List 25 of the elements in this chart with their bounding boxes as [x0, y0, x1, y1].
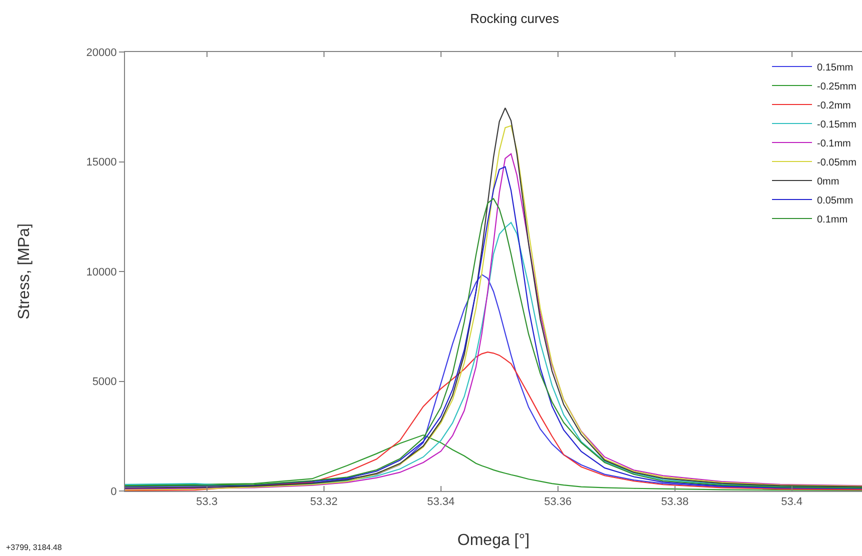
text: +3799, 3184.48: [6, 543, 62, 552]
legend-label: 0mm: [817, 176, 840, 188]
chart-title: Rocking curves: [470, 10, 560, 26]
x-tick-label: 53.38: [661, 496, 689, 508]
legend-label: -0.15mm: [817, 119, 856, 130]
legend-label: 0.1mm: [817, 214, 848, 226]
legend-label: 0.15mm: [817, 62, 854, 74]
x-tick-label: 53.34: [427, 496, 455, 508]
x-tick-label: 53.3: [196, 496, 218, 508]
y-tick-label: 20000: [86, 46, 117, 59]
x-tick-label: 53.32: [310, 496, 338, 508]
legend-label: -0.25mm: [817, 81, 856, 92]
x-tick-label: 53.36: [544, 496, 572, 508]
legend-label: -0.1mm: [817, 138, 851, 150]
x-axis-title: Omega [°]: [457, 532, 530, 549]
y-tick-label: 15000: [86, 156, 117, 169]
y-tick-label: 5000: [92, 376, 117, 388]
legend-label: -0.05mm: [817, 157, 856, 168]
y-tick-label: 10000: [86, 266, 117, 278]
legend-label: 0.05mm: [817, 195, 854, 206]
y-axis-title: Stress, [MPa]: [16, 223, 34, 320]
x-tick-label: 53.4: [781, 496, 803, 508]
y-tick-label: 0: [110, 486, 117, 498]
line-series: [125, 352, 862, 491]
legend-label: -0.2mm: [817, 100, 851, 112]
